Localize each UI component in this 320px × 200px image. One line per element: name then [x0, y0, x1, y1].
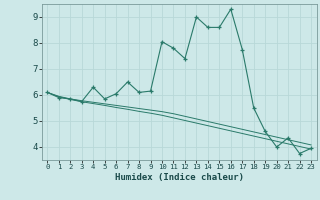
X-axis label: Humidex (Indice chaleur): Humidex (Indice chaleur): [115, 173, 244, 182]
